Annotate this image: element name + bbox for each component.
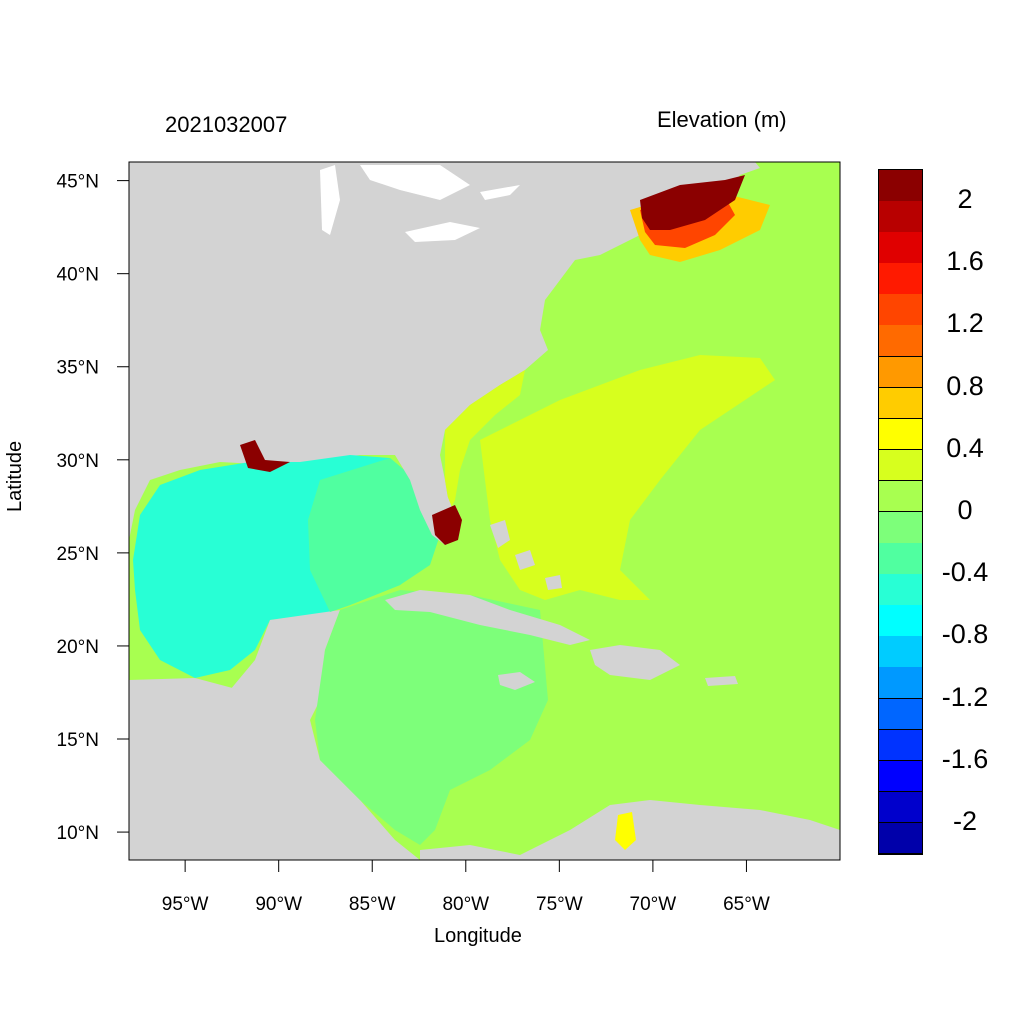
south-florida-surge <box>432 505 462 545</box>
x-axis: 95°W 90°W 85°W 80°W 75°W 70°W 65°W <box>162 860 770 915</box>
atlantic-high-region <box>480 355 775 600</box>
coastal-high-band <box>445 370 525 510</box>
legend-swatch <box>879 605 922 637</box>
north-america-land <box>129 162 760 540</box>
legend-swatch <box>879 512 922 544</box>
gulf-east-band <box>308 458 440 612</box>
louisiana-surge <box>240 440 290 472</box>
yucatan-land <box>230 610 340 720</box>
legend-level-label: -0.8 <box>941 619 989 650</box>
legend-swatch <box>879 543 922 575</box>
legend-swatch <box>879 263 922 295</box>
caribbean-west <box>315 590 548 845</box>
x-tick-label: 75°W <box>536 894 583 915</box>
legend-level-label: -2 <box>952 805 977 836</box>
legend-swatch <box>879 667 922 700</box>
y-tick-label: 35°N <box>57 358 99 379</box>
variable-label: Elevation (m) <box>657 107 787 132</box>
y-tick-label: 40°N <box>57 265 99 286</box>
legend-level-label: 0 <box>957 495 973 525</box>
map-field <box>129 162 840 860</box>
great-lakes <box>320 165 520 242</box>
y-tick-label: 25°N <box>57 544 99 565</box>
plot-frame <box>128 161 841 861</box>
legend-swatch <box>879 232 922 264</box>
legend-swatch <box>879 480 922 513</box>
legend-swatch <box>879 449 922 482</box>
y-axis: 45°N 40°N 35°N 30°N 25°N 20°N 15°N 10°N <box>57 172 129 844</box>
legend-swatch <box>879 356 922 389</box>
x-tick-label: 95°W <box>162 894 209 915</box>
legend-swatch <box>879 760 922 793</box>
northeast-surge-peak <box>640 175 745 230</box>
y-axis-title: Latitude <box>4 440 26 512</box>
central-america-land <box>129 678 420 860</box>
legend-level-label: 1.6 <box>946 246 984 277</box>
legend-level-label: -1.6 <box>941 743 989 774</box>
puerto-rico-land <box>705 676 738 686</box>
x-tick-label: 65°W <box>723 894 770 915</box>
legend-swatch <box>879 574 922 606</box>
legend-level-label: 0.4 <box>946 432 984 463</box>
x-tick-label: 90°W <box>255 894 302 915</box>
y-tick-label: 15°N <box>57 730 99 751</box>
legend-swatch <box>879 170 922 202</box>
legend-swatch <box>879 418 922 451</box>
jamaica-land <box>498 672 535 690</box>
legend-swatch <box>879 294 922 326</box>
legend-level-label: 0.8 <box>946 370 984 401</box>
legend-level-label: -0.4 <box>941 557 989 588</box>
x-tick-label: 70°W <box>630 894 677 915</box>
legend-swatch <box>879 822 922 855</box>
legend-level-label: 1.2 <box>946 308 984 339</box>
x-tick-label: 80°W <box>442 894 489 915</box>
y-tick-label: 45°N <box>57 172 99 193</box>
date-label: 2021032007 <box>165 112 288 137</box>
legend-swatch <box>879 387 922 420</box>
legend-swatch <box>879 698 922 731</box>
bahamas-land <box>490 520 562 590</box>
hispaniola-land <box>590 645 680 680</box>
color-legend <box>878 169 923 855</box>
x-axis-title: Longitude <box>434 925 522 947</box>
y-tick-label: 10°N <box>57 823 99 844</box>
legend-swatch <box>879 201 922 233</box>
y-tick-label: 30°N <box>57 451 99 472</box>
x-tick-label: 85°W <box>349 894 396 915</box>
legend-swatch <box>879 791 922 824</box>
legend-level-label: -1.2 <box>941 681 989 712</box>
legend-swatch <box>879 729 922 762</box>
legend-level-label: 2 <box>957 184 973 215</box>
cuba-land <box>385 590 590 645</box>
legend-swatch <box>879 325 922 358</box>
lake-maracaibo <box>615 812 636 850</box>
legend-swatch <box>879 636 922 668</box>
y-tick-label: 20°N <box>57 637 99 658</box>
